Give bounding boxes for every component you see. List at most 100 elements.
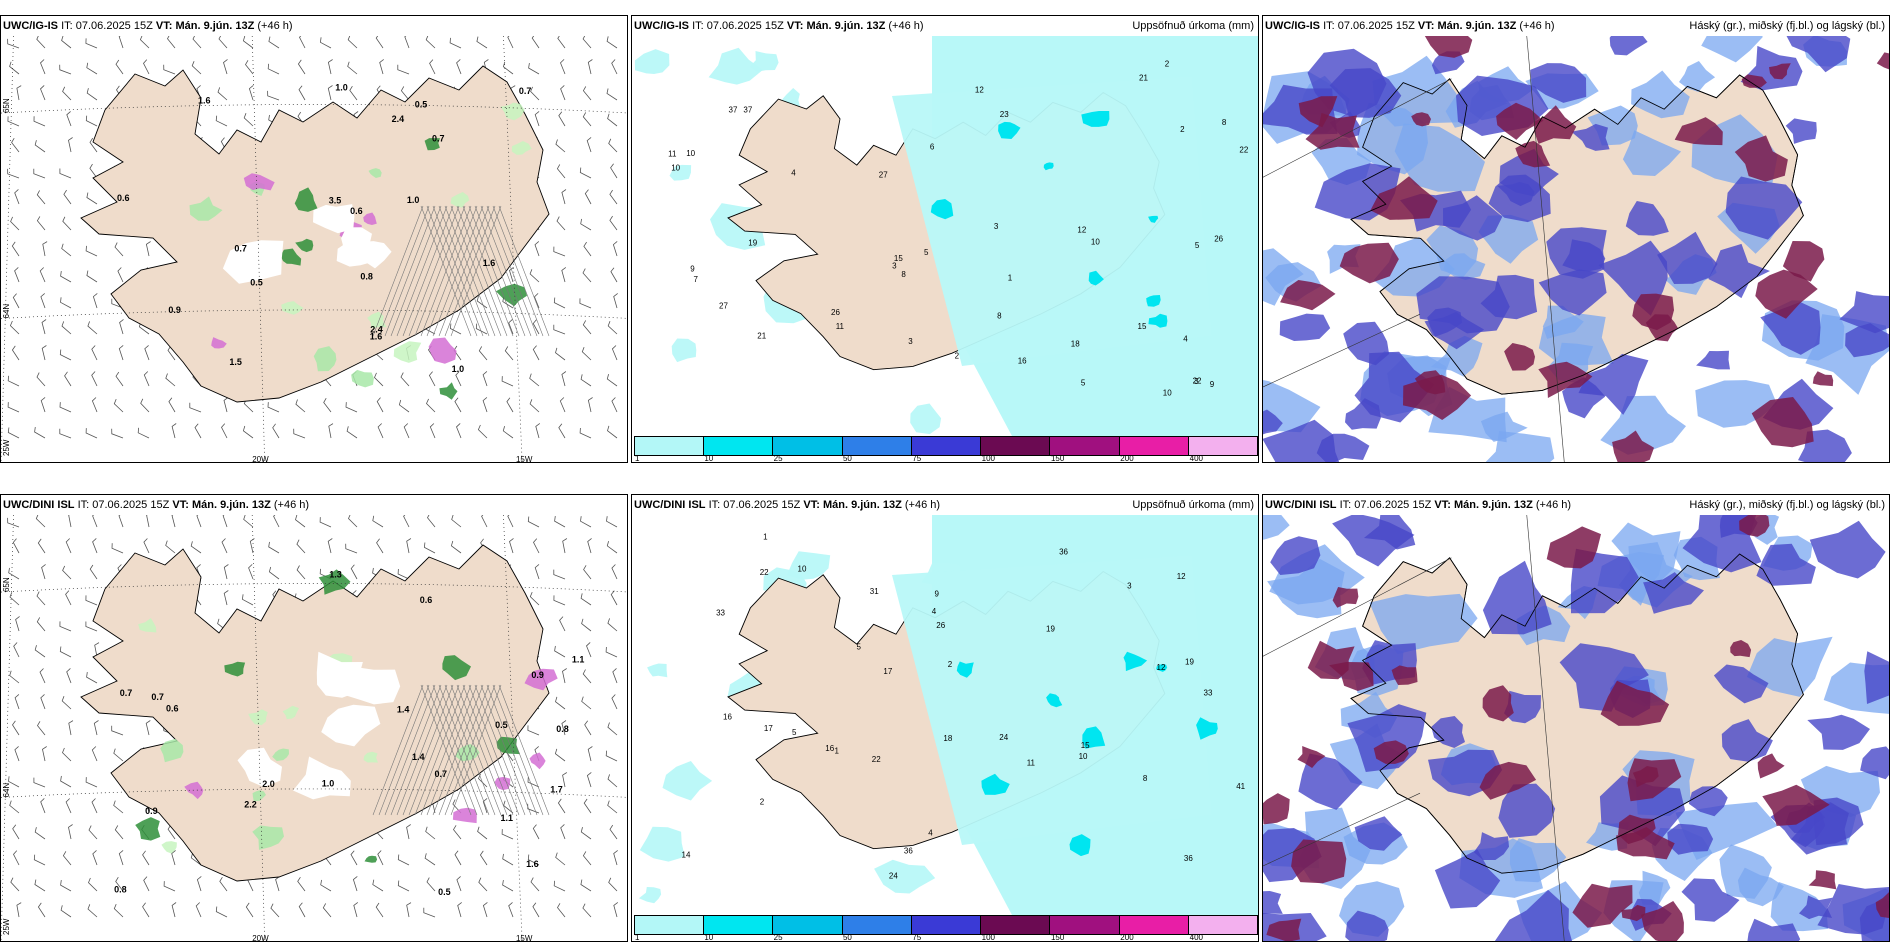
wind-barb	[376, 538, 384, 554]
colorbar-cell	[1050, 916, 1120, 934]
wind-barb	[219, 876, 228, 892]
vt-label: VT:	[155, 20, 173, 32]
wind-barb	[223, 397, 229, 413]
value-label: 0.8	[360, 272, 373, 282]
wind-barb	[60, 880, 72, 892]
wind-barb	[12, 720, 20, 736]
mid-cloud-patch	[1809, 520, 1886, 579]
wind-barb	[605, 646, 618, 658]
high-cloud-patch	[1762, 784, 1830, 826]
wind-barb	[406, 538, 412, 554]
wind-barb	[36, 372, 46, 387]
wind-barb	[559, 397, 566, 413]
wind-barb	[66, 668, 72, 684]
colorbar-label: 150	[1050, 454, 1065, 463]
value-label: 22	[872, 755, 881, 764]
wind-barb	[579, 167, 592, 179]
wind-barb	[143, 876, 150, 892]
hatch-line	[492, 684, 544, 816]
wind-barb	[37, 902, 46, 918]
wind-barb	[562, 538, 568, 554]
wind-barb	[33, 168, 46, 179]
wind-barb	[377, 850, 384, 866]
wind-barb	[553, 595, 566, 606]
value-label: 21	[1139, 74, 1148, 83]
wind-barb	[426, 877, 436, 892]
model-name: UWC/IG-IS	[3, 20, 58, 32]
mid-cloud-patch	[1498, 783, 1556, 838]
low-cloud-patch	[1622, 130, 1682, 176]
hatch-line	[480, 684, 532, 816]
model-name: UWC/IG-IS	[634, 20, 689, 32]
colorbar-label: 50	[842, 454, 852, 463]
wind-barb	[12, 293, 20, 309]
high-cloud-patch	[1546, 526, 1601, 569]
mid-cloud-patch	[1570, 548, 1639, 614]
colorbar-label: 150	[1050, 933, 1065, 942]
wind-barb	[348, 515, 358, 528]
wind-barb	[85, 595, 98, 606]
lon-label-20w: 20W	[252, 934, 269, 942]
precip-cell	[367, 311, 387, 329]
mid-cloud-patch	[1431, 716, 1465, 748]
wind-barb	[449, 323, 462, 335]
wind-barb	[502, 61, 514, 75]
wind-barb	[403, 423, 410, 439]
wind-barb	[610, 163, 618, 179]
wind-barb	[427, 515, 436, 528]
wind-barb	[454, 850, 462, 866]
wind-barb	[115, 371, 124, 387]
precip-cell	[272, 748, 289, 761]
value-label: 26	[936, 621, 945, 630]
map-panel-wind-precip-igis: UWC/IG-IS IT: 07.06.2025 15Z VT: Mán. 9.…	[0, 15, 628, 463]
wind-barb	[606, 540, 618, 554]
wind-barb	[40, 397, 46, 413]
mid-cloud-patch	[1482, 560, 1552, 635]
wind-barb	[33, 116, 46, 127]
high-cloud-patch	[1876, 52, 1889, 70]
mid-cloud-patch	[1760, 302, 1821, 355]
wind-barb	[89, 163, 98, 179]
value-label: 1	[1008, 274, 1013, 283]
wind-barb	[91, 397, 98, 413]
wind-barb	[34, 645, 46, 658]
wind-barb	[429, 423, 436, 439]
wind-barb	[248, 564, 254, 580]
value-label: 1.0	[407, 195, 420, 205]
value-label: 1.5	[229, 357, 242, 367]
wind-barb	[397, 854, 410, 866]
high-cloud-patch	[1757, 753, 1785, 779]
wind-barb	[557, 903, 566, 918]
grid-line	[1263, 792, 1421, 867]
wind-barb	[607, 618, 618, 632]
heavy-precip-cells	[930, 111, 1168, 328]
value-label: 12	[975, 85, 984, 94]
wind-barb	[223, 59, 228, 75]
wind-barb	[12, 538, 20, 554]
precip-cell	[439, 382, 458, 400]
hatch-line	[456, 205, 508, 337]
wind-barb	[353, 902, 359, 918]
precip-cell	[524, 668, 558, 691]
wind-barb	[165, 540, 176, 554]
wind-barb	[60, 271, 72, 283]
hatch-line	[492, 205, 544, 337]
wind-barb	[400, 372, 410, 387]
wind-barb	[111, 725, 124, 736]
panel-header: UWC/IG-IS IT: 07.06.2025 15Z VT: Mán. 9.…	[1263, 16, 1889, 36]
wind-barb	[59, 168, 72, 179]
wind-barb	[323, 397, 332, 413]
wind-barb	[476, 296, 488, 309]
wind-barb	[557, 36, 566, 49]
wind-barb	[555, 852, 566, 866]
wind-barb	[13, 642, 20, 658]
hatch-line	[408, 684, 460, 816]
wind-barb	[328, 423, 334, 439]
value-label: 1.4	[397, 705, 410, 715]
value-label: 4	[1183, 335, 1188, 344]
wind-barb	[456, 59, 462, 75]
heavy-precip-cells	[956, 651, 1218, 857]
valid-time: Mán. 9.jún. 13Z	[822, 499, 902, 511]
wind-barb	[113, 800, 124, 814]
wind-barb	[477, 826, 488, 840]
